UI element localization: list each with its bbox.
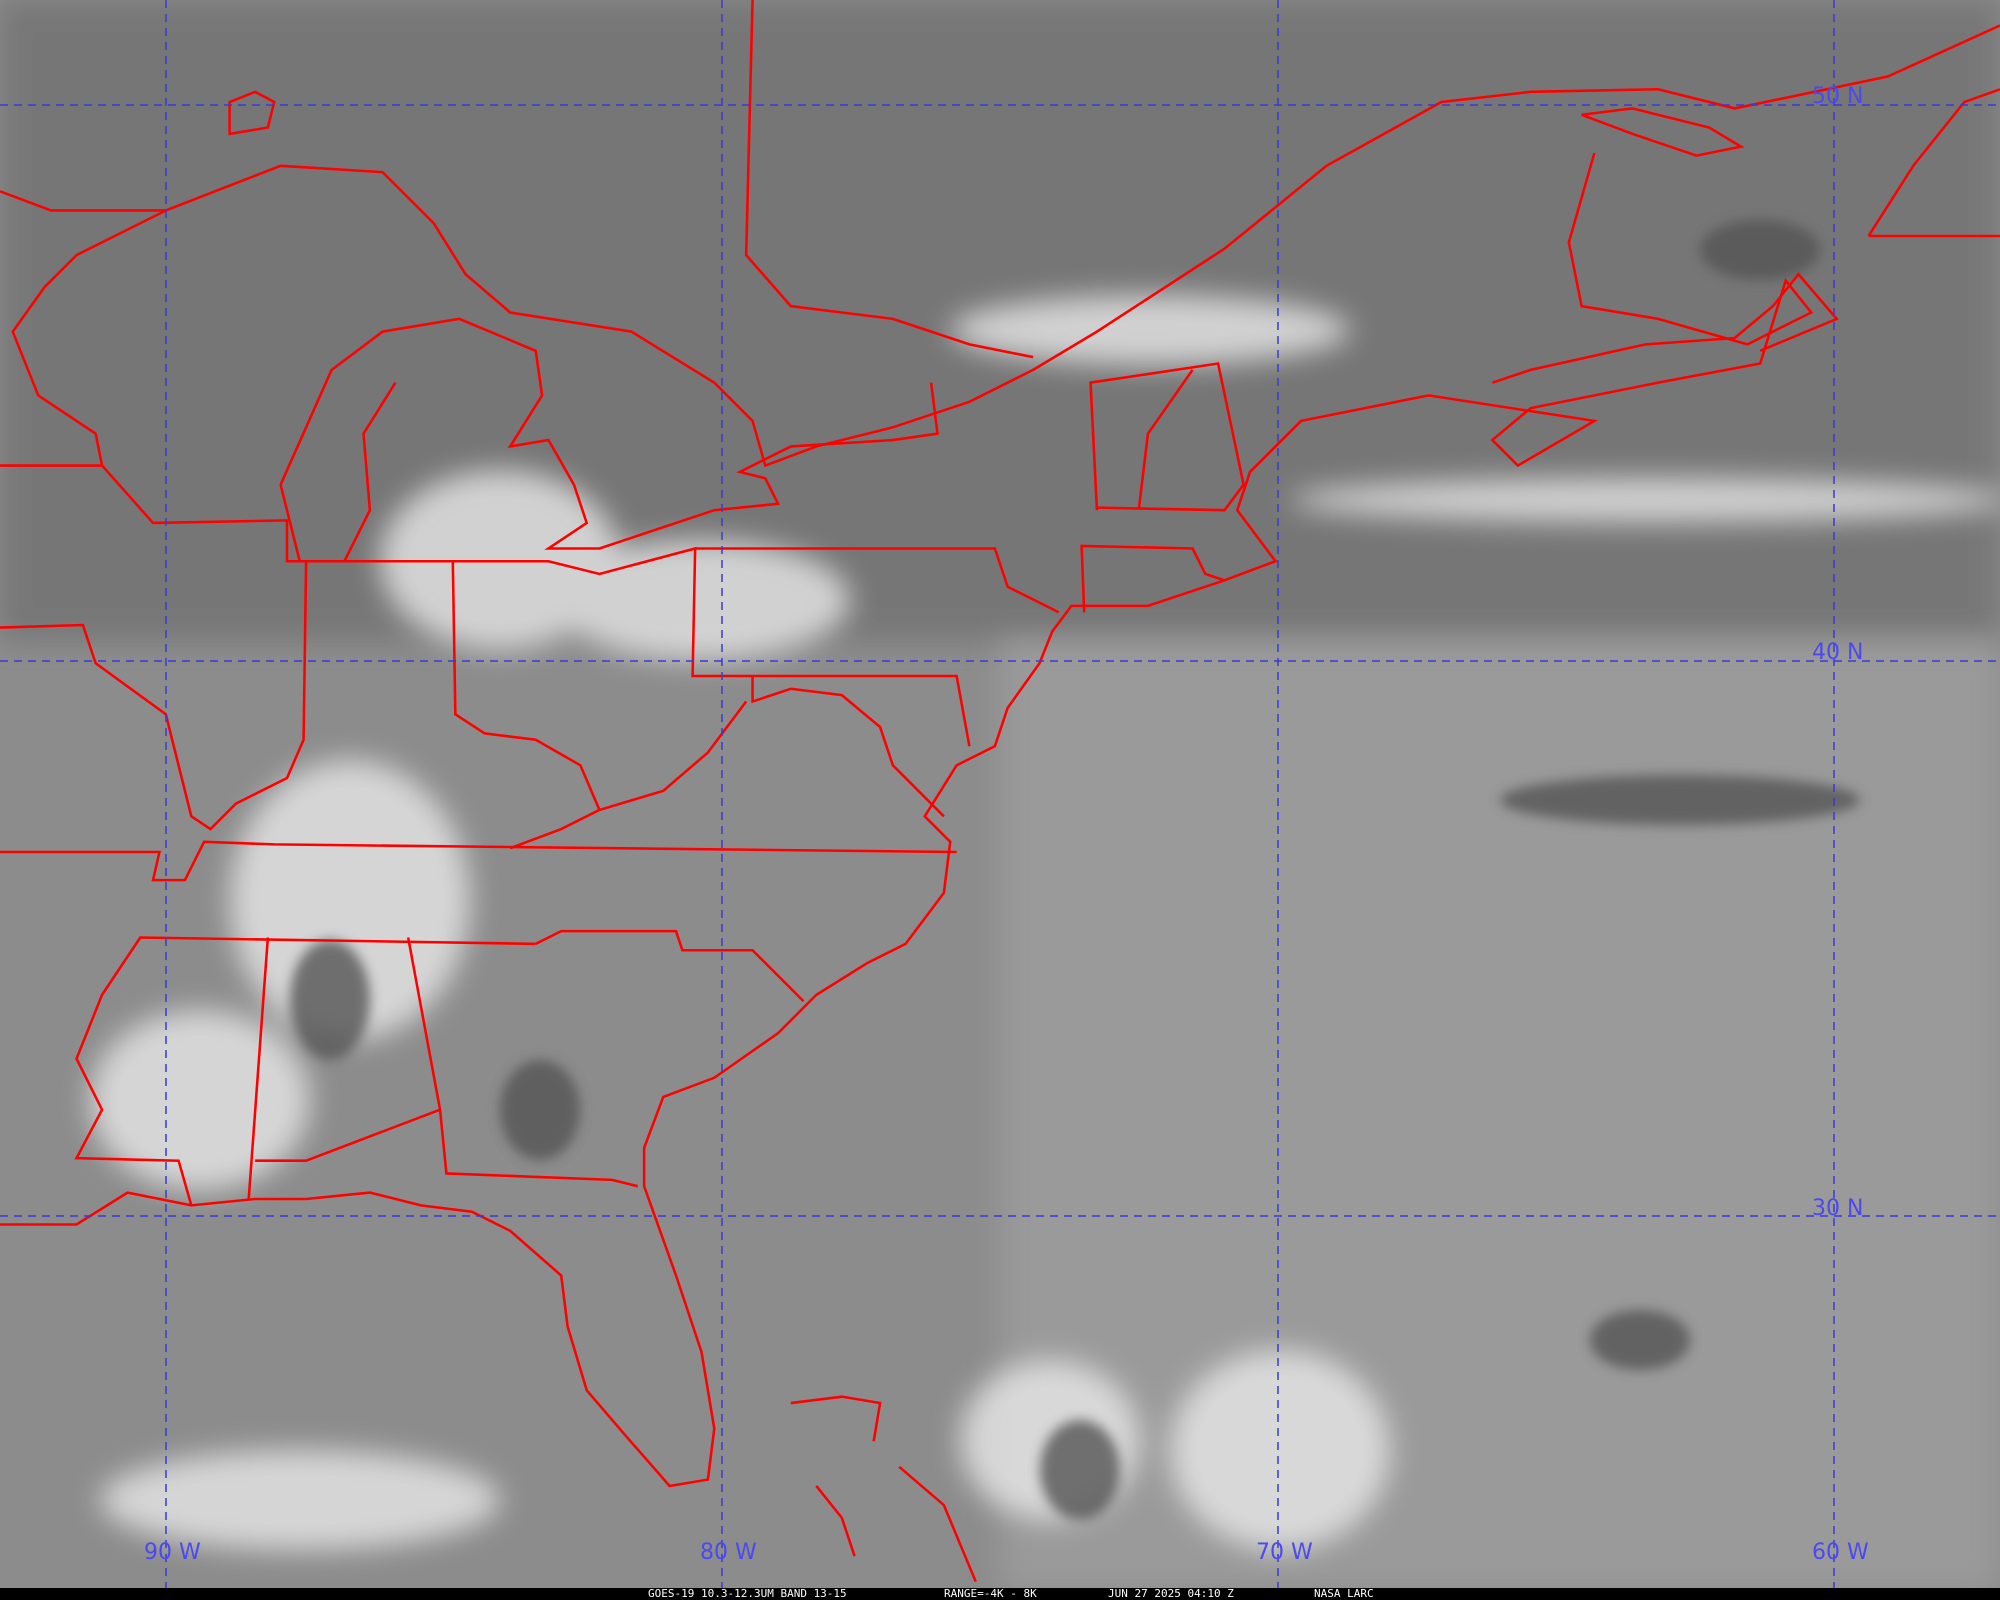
latitude-label: 40 N	[1812, 640, 1864, 665]
caption-bar: GOES-19 10.3-12.3UM BAND 13-15 RANGE=-4K…	[0, 1588, 2000, 1600]
longitude-label: 90 W	[144, 1540, 201, 1565]
credit: NASA LARC	[1314, 1587, 1374, 1600]
latitude-label: 50 N	[1812, 84, 1864, 109]
timestamp: JUN 27 2025 04:10 Z	[1108, 1587, 1234, 1600]
longitude-label: 70 W	[1256, 1540, 1313, 1565]
longitude-label: 80 W	[700, 1540, 757, 1565]
latitude-label: 30 N	[1812, 1196, 1864, 1221]
longitude-label: 60 W	[1812, 1540, 1869, 1565]
satellite-band: GOES-19 10.3-12.3UM BAND 13-15	[648, 1587, 847, 1600]
range: RANGE=-4K - 8K	[944, 1587, 1037, 1600]
